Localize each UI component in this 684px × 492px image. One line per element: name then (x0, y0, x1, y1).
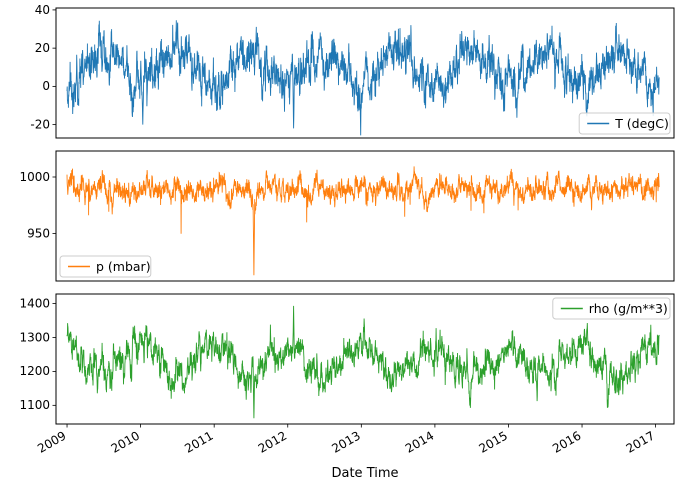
y-tick-label: 1200 (19, 364, 50, 378)
y-tick-label: 1100 (19, 398, 50, 412)
axes-spines (55, 7, 675, 139)
legend-box (578, 112, 671, 135)
legend-label: rho (g/m**3) (589, 301, 668, 316)
temperature-series-line (66, 20, 660, 136)
pressure-series-line (66, 166, 660, 276)
legend-density: rho (g/m**3) (552, 297, 671, 320)
legend-temperature: T (degC) (578, 112, 671, 135)
subplot-temperature: -20 0 20 40 T (degC) (30, 3, 675, 139)
legend-pressure: p (mbar) (59, 255, 152, 278)
y-tick-label: 0 (42, 79, 50, 93)
y-tick-label: 1300 (19, 330, 50, 344)
x-axis-title: Date Time (331, 466, 399, 481)
axes-spines (55, 293, 675, 425)
y-tick-label: 950 (27, 226, 50, 240)
y-tick-label: -20 (30, 117, 50, 131)
density-series-line (66, 305, 660, 419)
legend-box (552, 297, 671, 320)
y-tick-label: 1000 (19, 170, 50, 184)
y-tick-label: 40 (35, 3, 50, 17)
legend-label: T (degC) (614, 116, 669, 131)
legend-label: p (mbar) (96, 259, 151, 274)
y-tick-label: 20 (35, 41, 50, 55)
axes-spines (55, 150, 675, 282)
legend-box (59, 255, 152, 278)
y-tick-label: 1400 (19, 296, 50, 310)
subplot-pressure: 950 1000 p (mbar) (19, 150, 675, 282)
